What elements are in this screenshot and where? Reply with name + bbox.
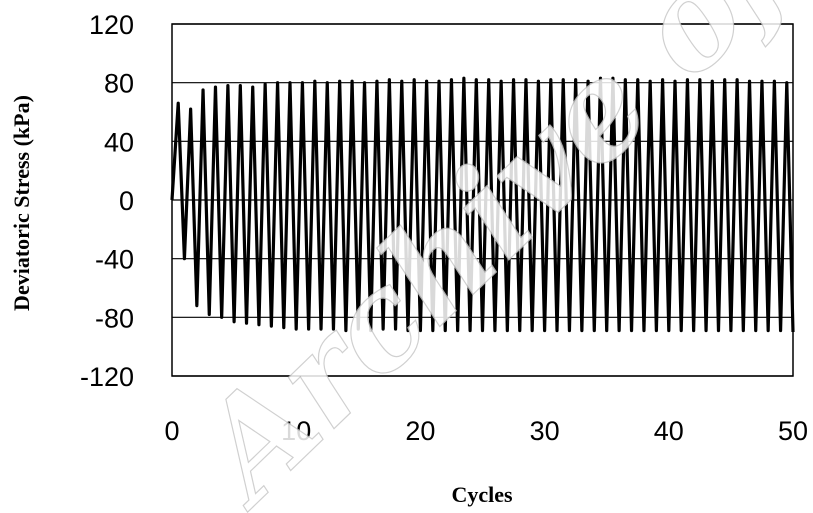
x-tick-label: 40 xyxy=(654,416,684,446)
x-tick-label: 10 xyxy=(281,416,311,446)
x-tick-label: 20 xyxy=(405,416,435,446)
y-axis-title: Deviatoric Stress (kPa) xyxy=(9,95,34,311)
y-tick-label: -80 xyxy=(95,303,134,333)
x-tick-label: 50 xyxy=(778,416,808,446)
x-axis-tick-labels: 0 10 20 30 40 50 xyxy=(164,416,808,446)
y-tick-label: 0 xyxy=(119,186,134,216)
y-tick-label: -120 xyxy=(80,362,134,392)
y-tick-label: 80 xyxy=(104,69,134,99)
deviatoric-stress-series-line xyxy=(170,76,795,333)
y-tick-label: -40 xyxy=(95,245,134,275)
series-group xyxy=(170,76,795,333)
y-axis-tick-labels: 120 80 40 0 -40 -80 -120 xyxy=(80,10,134,392)
x-axis-title: Cycles xyxy=(451,482,513,507)
y-tick-label: 40 xyxy=(104,127,134,157)
y-tick-label: 120 xyxy=(89,10,134,40)
x-tick-label: 30 xyxy=(530,416,560,446)
x-tick-label: 0 xyxy=(164,416,179,446)
